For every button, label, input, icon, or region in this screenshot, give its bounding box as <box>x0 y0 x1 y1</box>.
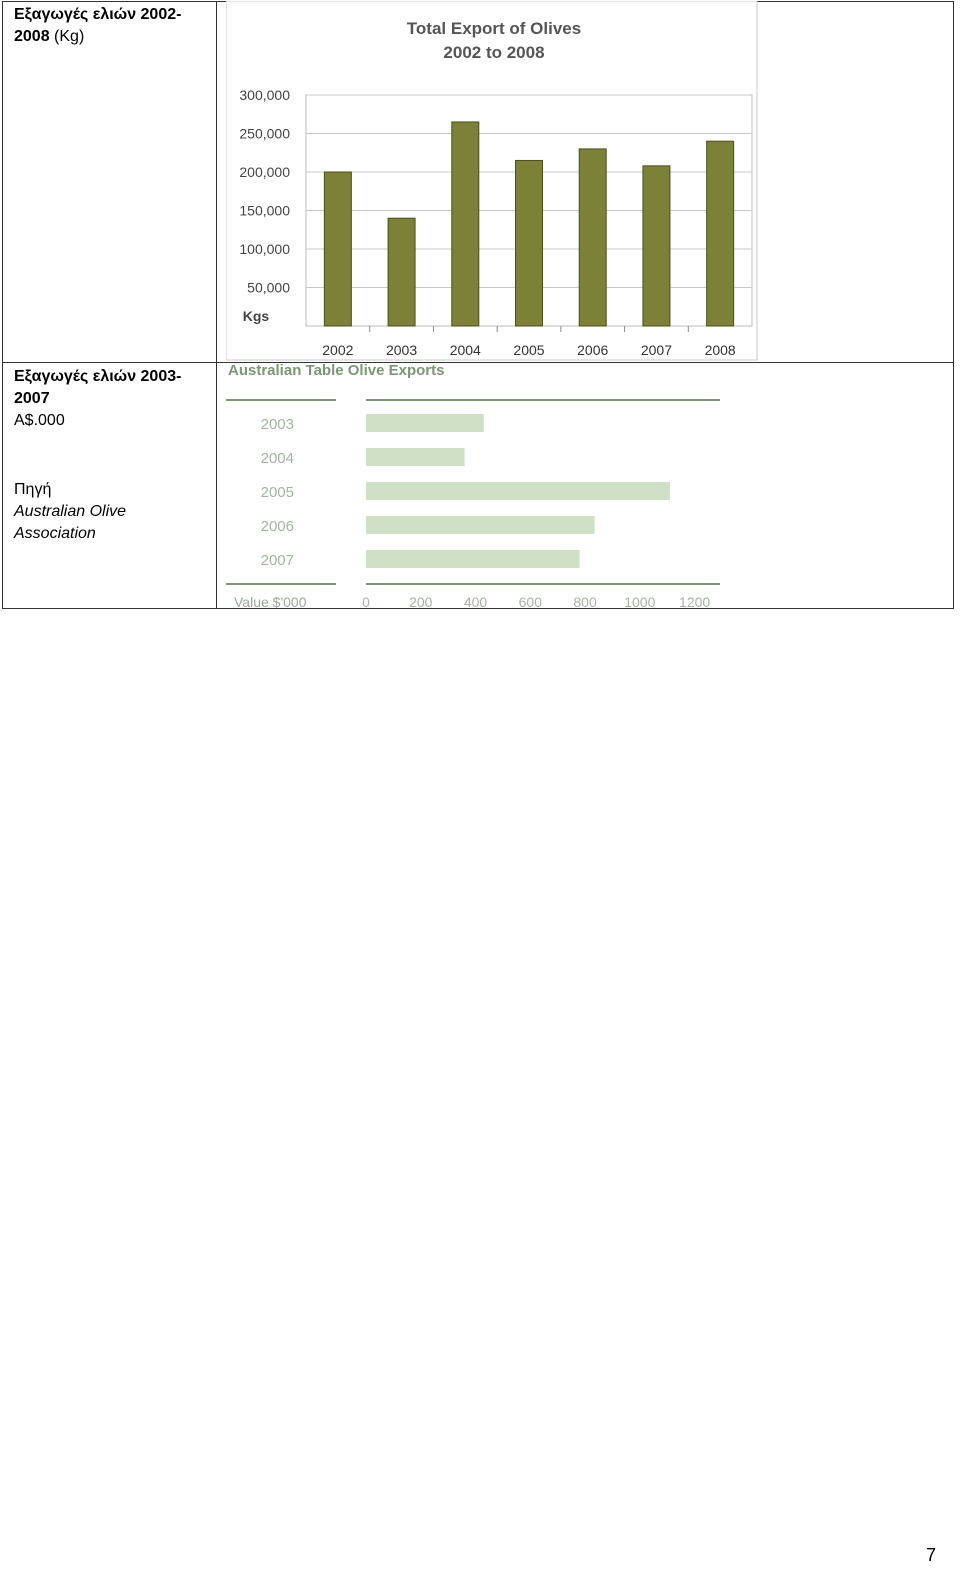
column-divider <box>216 2 217 608</box>
chart2-y-tick-label: 2007 <box>261 552 294 569</box>
chart2-x-tick-label: 800 <box>573 594 597 608</box>
chart1-x-tick-label: 2008 <box>705 342 736 358</box>
source-label: Πηγή <box>14 481 52 498</box>
chart2-title: Australian Table Olive Exports <box>228 362 444 379</box>
row1-label: Εξαγωγές ελιών 2002-2008 (Kg) <box>14 4 204 48</box>
chart2-x-tick-label: 1200 <box>679 594 710 608</box>
chart1-bar <box>387 217 416 327</box>
chart1-y-tick-label: 300,000 <box>239 87 290 103</box>
chart1-x-tick-label: 2002 <box>322 342 353 358</box>
chart1-subtitle: 2002 to 2008 <box>443 43 544 62</box>
chart2-y-tick-label: 2005 <box>261 484 294 501</box>
chart2-y-tick-label: 2004 <box>261 450 294 467</box>
olive-export-kg-chart: Total Export of Olives 2002 to 2008 Kgs … <box>225 0 758 361</box>
chart2-x-tick-label: 200 <box>409 594 433 608</box>
chart1-x-tick-label: 2005 <box>513 342 544 358</box>
row2-label-bold: Εξαγωγές ελιών 2003-2007 <box>14 368 182 407</box>
chart1-title: Total Export of Olives <box>407 19 581 38</box>
layout-table: Εξαγωγές ελιών 2002-2008 (Kg) Εξαγωγές ε… <box>2 1 954 609</box>
chart1-y-tick-label: 250,000 <box>239 126 290 142</box>
row2-label: Εξαγωγές ελιών 2003-2007 <box>14 366 204 410</box>
chart1-y-tick-label: 200,000 <box>239 164 290 180</box>
chart1-y-tick-label: 50,000 <box>247 280 290 296</box>
row1-label-unit: (Kg) <box>49 28 85 45</box>
chart1-bar <box>515 159 543 327</box>
chart2-x-tick-label: 600 <box>519 594 543 608</box>
chart1-x-tick-label: 2006 <box>577 342 608 358</box>
chart1-bar <box>323 171 352 327</box>
table-olive-value-chart: Australian Table Olive Exports Value $'0… <box>222 361 742 610</box>
chart2-bar <box>366 482 670 500</box>
row2-unit: A$.000 <box>14 412 65 429</box>
chart2-bar <box>366 414 484 432</box>
chart2-bar <box>366 516 595 534</box>
chart1-y-tick-label: 100,000 <box>239 241 290 257</box>
table-olive-value-svg: Australian Table Olive Exports Value $'0… <box>226 362 720 610</box>
chart1-bar <box>642 165 671 327</box>
chart2-x-tick-label: 0 <box>362 594 370 608</box>
chart2-y-tick-label: 2006 <box>261 518 294 535</box>
chart2-y-tick-label: 2003 <box>261 416 294 433</box>
source-name: Australian Olive Association <box>14 503 127 542</box>
chart1-x-tick-label: 2003 <box>386 342 417 358</box>
chart1-x-tick-label: 2007 <box>641 342 672 358</box>
row1-label-bold: Εξαγωγές ελιών 2002-2008 <box>14 6 182 45</box>
chart1-x-tick-label: 2004 <box>450 342 481 358</box>
chart2-bar <box>366 448 465 466</box>
row-divider <box>3 362 953 363</box>
chart1-y-tick-label: 150,000 <box>239 203 290 219</box>
chart1-bar <box>578 148 607 327</box>
chart1-ylabel: Kgs <box>243 308 270 324</box>
page-number: 7 <box>926 1545 937 1565</box>
chart2-bar <box>366 550 580 568</box>
olive-export-kg-svg: Total Export of Olives 2002 to 2008 Kgs … <box>225 0 758 361</box>
chart2-x-tick-label: 400 <box>464 594 488 608</box>
chart2-x-tick-label: 1000 <box>624 594 655 608</box>
chart1-bar <box>706 140 735 327</box>
chart2-xlabel: Value $'000 <box>234 594 307 608</box>
chart1-bar <box>451 121 480 327</box>
